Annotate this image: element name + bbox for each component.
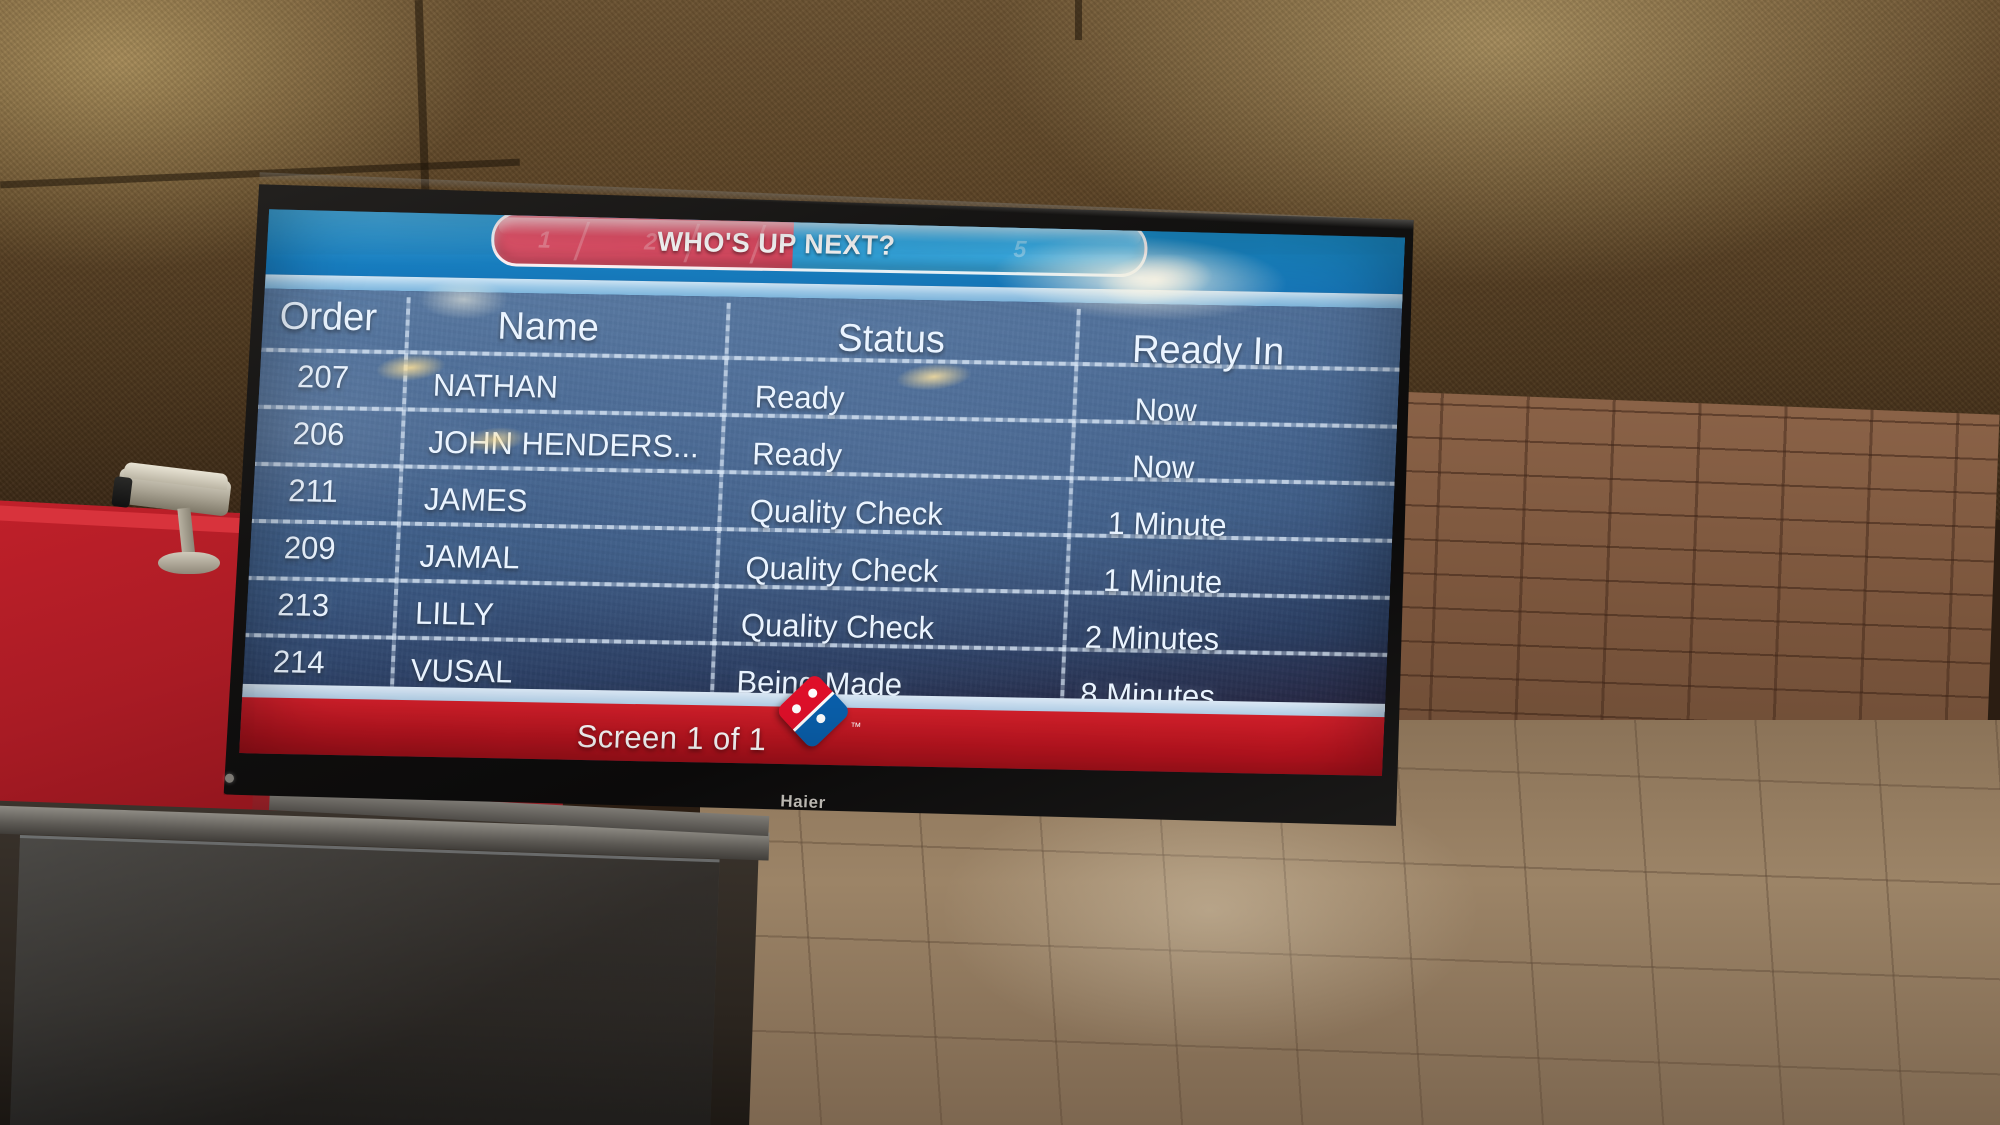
column-header-ready-in: Ready In — [1131, 328, 1286, 374]
cell-order: 211 — [287, 472, 339, 510]
camera-wall-mount — [158, 552, 220, 574]
security-camera — [111, 461, 298, 598]
trademark-symbol: ™ — [849, 721, 862, 734]
cell-name: JAMAL — [418, 538, 521, 576]
cell-name: NATHAN — [432, 367, 559, 405]
cell-name: VUSAL — [410, 652, 514, 690]
cell-order: 213 — [276, 586, 330, 624]
cell-order: 207 — [296, 358, 350, 396]
cell-ready-in: 1 Minute — [1102, 562, 1223, 601]
cell-name: LILLY — [414, 595, 495, 633]
camera-lens — [111, 476, 133, 508]
column-header-name: Name — [496, 304, 600, 350]
television: Haier 1 2 WHO'S UP N — [221, 170, 1422, 845]
cell-ready-in: Now — [1131, 448, 1195, 486]
cell-order: 209 — [283, 529, 337, 567]
banner-step-5: 5 — [1012, 235, 1027, 263]
cell-ready-in: 1 Minute — [1106, 505, 1228, 544]
glass-sneeze-guard — [9, 835, 720, 1125]
cell-status: Quality Check — [744, 549, 940, 589]
cell-order: 206 — [292, 415, 346, 453]
tv-brand-label: Haier — [779, 791, 827, 813]
cell-name: JOHN HENDERS... — [427, 424, 700, 465]
cell-ready-in: 2 Minutes — [1084, 619, 1220, 658]
order-table: Order Name Status Ready In 207 NATHAN Re… — [242, 289, 1403, 717]
column-header-order: Order — [278, 295, 378, 340]
cell-name: JAMES — [423, 481, 529, 519]
cell-order: 214 — [272, 643, 326, 681]
cell-status: Ready — [754, 378, 846, 417]
pizza-tracker-screen: 1 2 WHO'S UP NEXT? 5 — [239, 189, 1405, 802]
column-header-status: Status — [836, 317, 947, 362]
ceiling-seam-vertical-2 — [1075, 0, 1082, 40]
cell-ready-in: Now — [1133, 391, 1198, 429]
cell-status: Ready — [751, 435, 843, 474]
cell-status: Quality Check — [740, 606, 935, 647]
cell-status: Quality Check — [749, 492, 944, 532]
